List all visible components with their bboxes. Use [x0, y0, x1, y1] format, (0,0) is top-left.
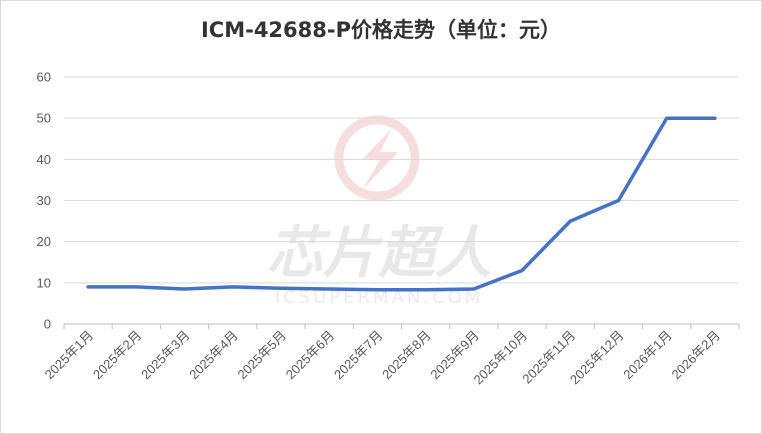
data-point — [520, 268, 524, 272]
x-tick-label: 2026年2月 — [668, 328, 723, 383]
data-point — [424, 288, 428, 292]
data-point — [713, 116, 717, 120]
x-tick-label: 2025年8月 — [379, 328, 434, 383]
data-point — [568, 219, 572, 223]
y-tick-label: 60 — [37, 70, 51, 85]
data-point — [616, 199, 620, 202]
x-tick-label: 2025年2月 — [90, 328, 145, 383]
x-tick-label: 2025年4月 — [186, 328, 241, 383]
lightning-circle-icon — [334, 115, 420, 201]
series-layer — [86, 116, 717, 292]
data-point — [279, 286, 283, 290]
x-axis: 2025年1月2025年2月2025年3月2025年4月2025年5月2025年… — [42, 323, 740, 387]
y-axis-ticks: 0 10 20 30 40 50 60 — [37, 70, 51, 332]
watermark-brand-en: ICSUPERMAN.COM — [275, 287, 484, 308]
x-tick-label: 2025年6月 — [283, 328, 338, 383]
series-line — [86, 116, 717, 292]
grid-lines — [64, 76, 739, 284]
chart-title: ICM-42688-P价格走势（单位：元） — [200, 18, 561, 42]
data-point — [472, 287, 476, 291]
y-tick-label: 10 — [37, 275, 51, 290]
y-tick-label: 50 — [37, 111, 51, 126]
x-tick-label: 2025年3月 — [138, 328, 193, 383]
y-tick-label: 30 — [37, 193, 51, 208]
data-point — [327, 287, 331, 291]
watermark-brand-cn: 芯片超人 — [267, 221, 491, 286]
x-tick-label: 2025年7月 — [331, 328, 386, 383]
x-tick-label: 2025年5月 — [235, 328, 290, 383]
data-point — [231, 285, 235, 289]
data-point — [183, 287, 187, 291]
data-point — [134, 285, 138, 289]
data-point — [375, 288, 379, 292]
y-tick-label: 20 — [37, 234, 51, 249]
y-tick-label: 0 — [44, 317, 51, 332]
data-point — [665, 116, 669, 120]
x-tick-label: 2026年1月 — [620, 328, 675, 383]
data-point — [86, 285, 90, 289]
x-tick-label: 2025年1月 — [42, 328, 97, 383]
y-tick-label: 40 — [37, 152, 51, 167]
watermark: 芯片超人 ICSUPERMAN.COM — [267, 115, 491, 308]
